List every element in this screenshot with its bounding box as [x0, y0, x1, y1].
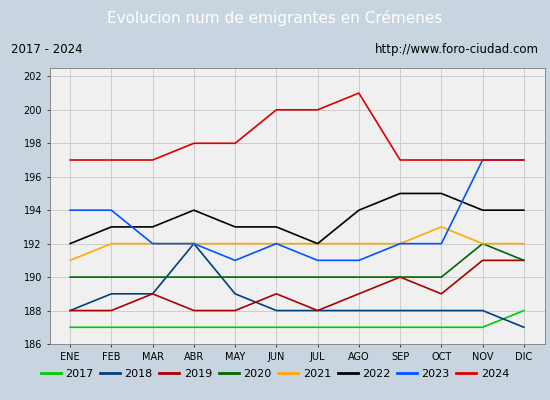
Text: 2017 - 2024: 2017 - 2024	[11, 44, 82, 56]
Text: http://www.foro-ciudad.com: http://www.foro-ciudad.com	[375, 44, 539, 56]
Text: Evolucion num de emigrantes en Crémenes: Evolucion num de emigrantes en Crémenes	[107, 10, 443, 26]
Legend: 2017, 2018, 2019, 2020, 2021, 2022, 2023, 2024: 2017, 2018, 2019, 2020, 2021, 2022, 2023…	[36, 364, 514, 384]
